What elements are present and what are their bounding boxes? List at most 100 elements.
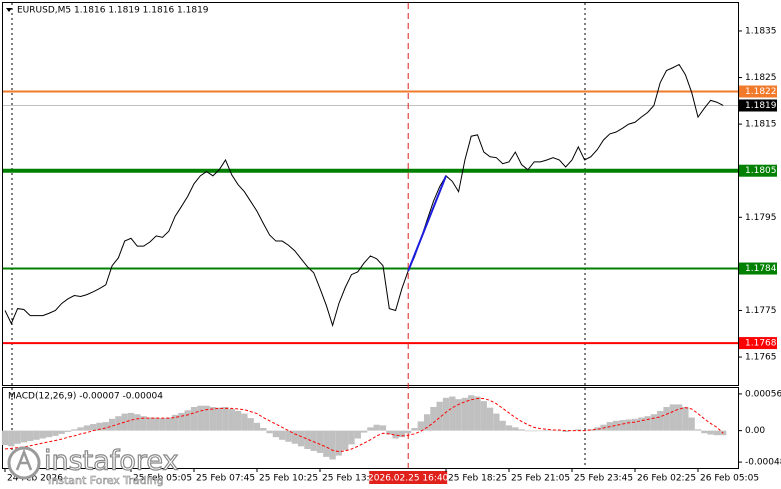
macd-bar — [594, 427, 601, 431]
macd-bar — [310, 430, 317, 451]
macd-bar — [499, 420, 506, 431]
time-label: 25 Feb 21:05 — [511, 474, 570, 484]
macd-bar — [297, 430, 305, 447]
macd-bar — [373, 424, 380, 431]
macd-bar — [518, 429, 525, 431]
y-tick-label: 1.1815 — [745, 120, 777, 130]
macd-bar — [707, 430, 714, 435]
macd-bar — [127, 412, 135, 431]
macd-bar — [115, 416, 122, 431]
time-label: 26 Feb 02:25 — [637, 474, 696, 484]
macd-bar — [190, 407, 198, 431]
macd-bar — [650, 414, 658, 431]
y-tick-label: 0.00056 — [745, 389, 781, 399]
macd-bar — [644, 416, 651, 431]
macd-bar — [531, 430, 538, 432]
level-label-bg — [739, 99, 777, 112]
macd-bar — [253, 422, 261, 431]
macd-bar — [184, 410, 191, 431]
macd-bar — [612, 420, 620, 431]
y-tick-label: 1.1775 — [745, 306, 777, 316]
macd-bar — [96, 422, 103, 431]
tagline: Instant Forex Trading — [48, 474, 164, 487]
time-label: 25 Feb 18:25 — [448, 474, 507, 484]
macd-bar — [342, 430, 349, 451]
macd-bar — [423, 414, 431, 431]
price-panel — [2, 2, 739, 386]
macd-bar — [14, 430, 21, 444]
macd-bar — [83, 425, 91, 431]
macd-bar — [480, 401, 487, 431]
macd-bar — [260, 428, 267, 431]
macd-bar — [171, 414, 179, 431]
macd-bar — [474, 396, 481, 431]
macd-bar — [537, 430, 544, 432]
level-label-bg — [739, 337, 777, 350]
logo-mark — [15, 448, 33, 471]
macd-bar — [228, 408, 235, 431]
level-label: 1.1768 — [745, 339, 777, 349]
macd-bar — [392, 430, 399, 439]
macd-bar — [329, 430, 336, 460]
macd-bar — [625, 419, 632, 431]
macd-bar — [197, 405, 204, 431]
macd-bar — [178, 412, 185, 431]
macd-bar — [102, 422, 109, 431]
y-tick-label: 0.00 — [745, 426, 765, 436]
time-label: 25 Feb 05:05 — [133, 474, 192, 484]
macd-bar — [556, 430, 563, 432]
level-label-bg — [739, 85, 777, 98]
macd-bar — [20, 430, 28, 443]
macd-bar — [52, 430, 59, 436]
macd-bar — [360, 430, 368, 433]
macd-bar — [663, 407, 670, 431]
time-label-bg — [369, 471, 448, 484]
macd-bar — [146, 417, 154, 431]
macd-bar — [140, 416, 147, 431]
macd-bar — [386, 430, 393, 435]
macd-bar — [153, 417, 160, 431]
macd-bar — [619, 420, 626, 431]
macd-bar — [90, 424, 97, 431]
macd-bar — [638, 417, 645, 431]
macd-bar — [524, 430, 532, 432]
macd-bar — [411, 428, 418, 431]
macd-bar — [543, 429, 550, 431]
macd-bar — [461, 397, 469, 431]
brand: instaforex — [44, 446, 178, 477]
macd-bar — [304, 430, 311, 449]
price-line — [4, 63, 724, 328]
macd-bar — [77, 427, 84, 431]
macd-bar — [33, 430, 40, 440]
macd-bar — [694, 429, 702, 431]
macd-bar — [430, 407, 437, 431]
menu-arrow — [6, 8, 12, 12]
watermark: instaforex Instant Forex Trading — [7, 445, 179, 487]
macd-bar — [27, 430, 34, 442]
macd-bar — [1, 430, 9, 446]
macd-bar — [39, 430, 46, 439]
macd-bar — [45, 430, 53, 438]
time-label: 25 Feb 07:45 — [196, 474, 255, 484]
level-label-bg — [739, 262, 777, 275]
macd-bar — [234, 410, 242, 431]
macd-bar — [398, 430, 406, 438]
macd-bar — [405, 430, 412, 434]
macd-bar — [379, 425, 387, 431]
macd-bar — [216, 407, 223, 431]
macd-bar — [203, 405, 210, 431]
macd-bar — [575, 429, 582, 431]
time-label: 25 Feb 23:45 — [574, 474, 633, 484]
macd-bar — [134, 414, 141, 431]
macd-bar — [657, 410, 664, 431]
macd-bar — [335, 430, 343, 456]
macd-bar — [108, 418, 116, 431]
macd-bar — [701, 430, 708, 434]
macd-bar — [587, 429, 595, 431]
macd-bar — [64, 430, 72, 432]
macd-bar — [417, 421, 424, 431]
macd-bar — [486, 407, 494, 431]
y-tick-label: 1.1825 — [745, 73, 777, 83]
macd-bar — [568, 430, 576, 432]
